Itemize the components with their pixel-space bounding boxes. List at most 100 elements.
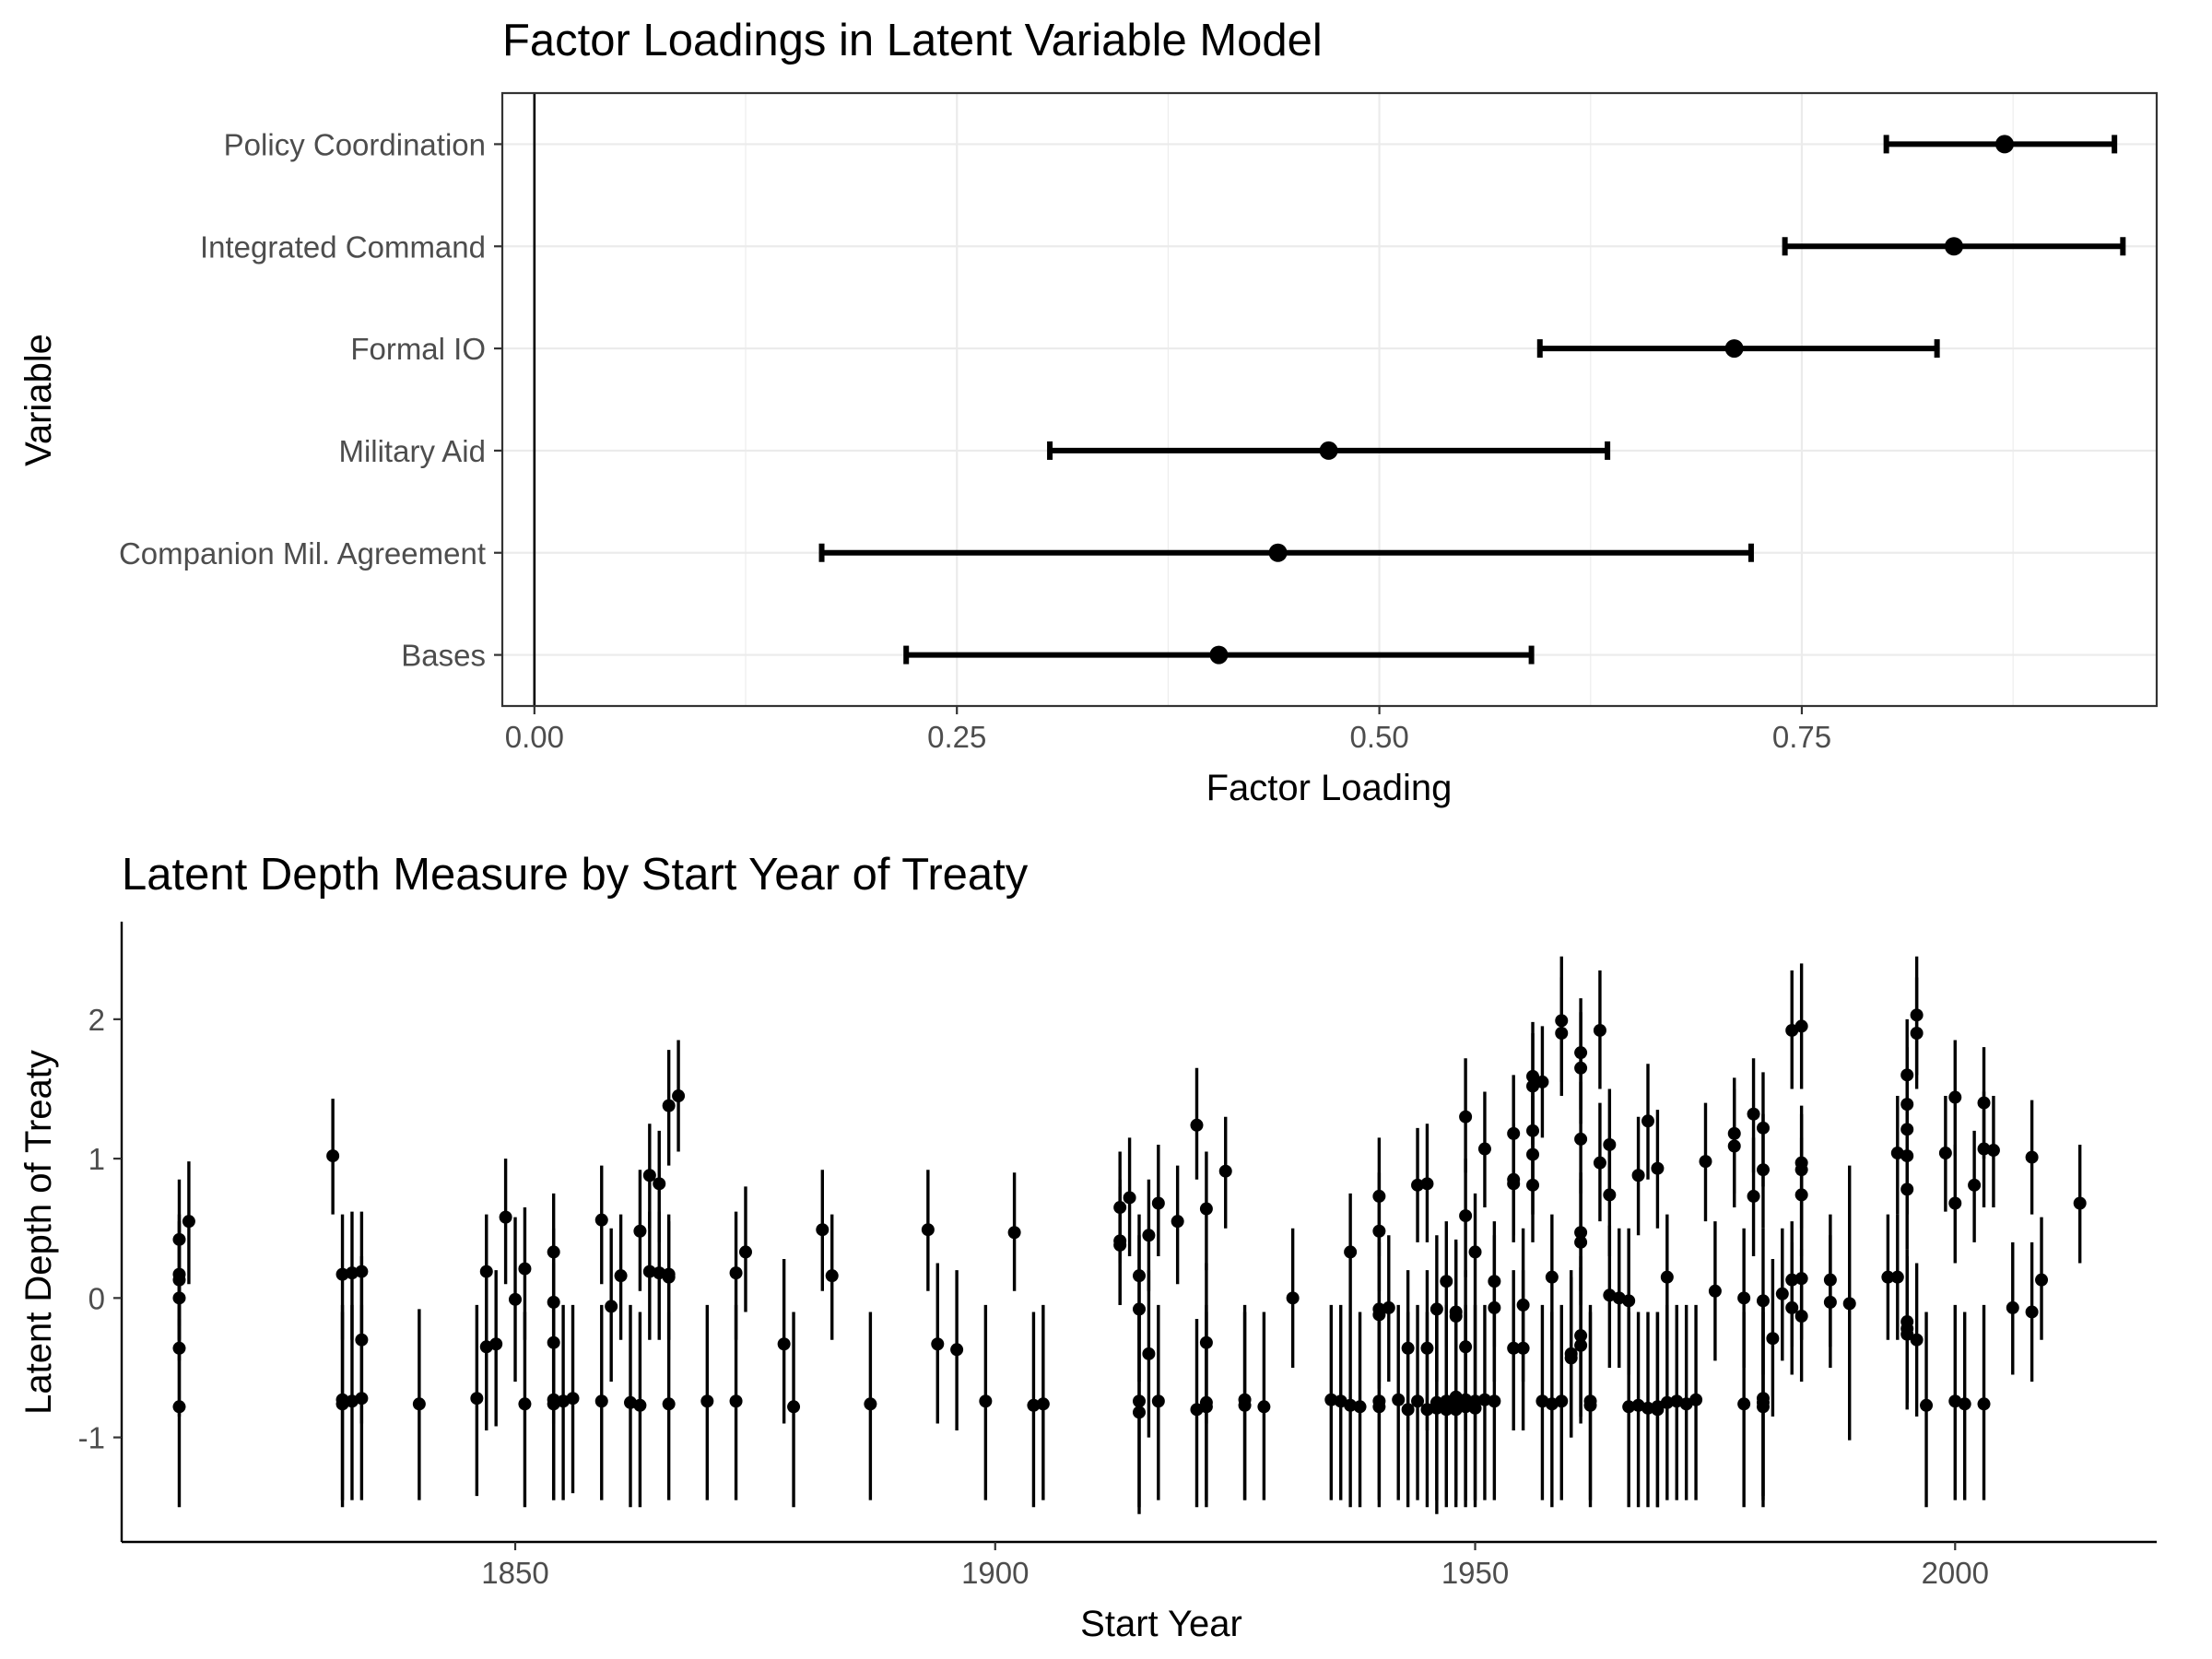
depth-point xyxy=(2025,1305,2039,1319)
depth-point xyxy=(1660,1395,1674,1409)
depth-point xyxy=(1948,1196,1962,1210)
loadings-panel: Factor Loadings in Latent Variable Model… xyxy=(18,16,2159,808)
depth-point xyxy=(1401,1403,1415,1417)
depth-point xyxy=(1564,1351,1578,1365)
depth-point xyxy=(1747,1189,1760,1203)
depth-point xyxy=(1353,1400,1367,1414)
depth-point xyxy=(1420,1403,1434,1417)
x-tick-label: 1900 xyxy=(961,1556,1029,1590)
depth-point xyxy=(633,1224,647,1238)
loading-estimate-point xyxy=(1209,645,1229,665)
depth-point xyxy=(1794,1188,1808,1202)
depth-point xyxy=(1910,1333,1924,1347)
depth-point xyxy=(1593,1156,1606,1170)
depth-point xyxy=(326,1149,340,1163)
depth-point xyxy=(653,1177,666,1191)
depth-point xyxy=(1430,1401,1443,1415)
depth-point xyxy=(662,1397,676,1411)
depth-point xyxy=(1344,1398,1358,1412)
depth-point xyxy=(633,1398,647,1412)
depth-point xyxy=(1151,1196,1165,1210)
depth-point xyxy=(1382,1300,1395,1314)
depth-point xyxy=(1794,1309,1808,1323)
depth-point xyxy=(642,1169,656,1182)
depth-point xyxy=(1622,1400,1636,1414)
depth-point xyxy=(1007,1226,1021,1240)
depth-point xyxy=(1756,1163,1770,1177)
depth-point xyxy=(1641,1401,1654,1415)
depth-point xyxy=(1881,1270,1895,1284)
depth-point xyxy=(1488,1394,1501,1408)
depth-point xyxy=(1574,1235,1588,1249)
depth-point xyxy=(1459,1400,1473,1414)
depth-point xyxy=(1344,1245,1358,1259)
depth-point xyxy=(1477,1142,1491,1156)
depth-point xyxy=(1257,1400,1271,1414)
depth-point xyxy=(518,1397,532,1411)
depth-point xyxy=(662,1099,676,1112)
depth-point xyxy=(1036,1397,1050,1411)
depth-point xyxy=(594,1394,608,1408)
loading-estimate-point xyxy=(1994,135,2014,154)
depth-point xyxy=(1593,1023,1606,1037)
category-label: Companion Mil. Agreement xyxy=(119,536,486,571)
depth-point xyxy=(950,1343,964,1357)
depth-point xyxy=(662,1270,676,1284)
depth-point xyxy=(1977,1397,1991,1411)
depth-point xyxy=(1286,1291,1300,1305)
depth-title: Latent Depth Measure by Start Year of Tr… xyxy=(122,850,1029,900)
loadings-title: Factor Loadings in Latent Variable Model xyxy=(502,16,1323,65)
depth-point xyxy=(1977,1142,1991,1156)
x-tick-label: 1850 xyxy=(481,1556,548,1590)
depth-point xyxy=(499,1210,512,1224)
depth-point xyxy=(1507,1341,1521,1355)
depth-point xyxy=(1142,1229,1156,1242)
depth-point xyxy=(1526,1178,1540,1192)
category-label: Integrated Command xyxy=(200,229,486,264)
category-label: Policy Coordination xyxy=(224,127,486,161)
depth-point xyxy=(1823,1295,1837,1309)
depth-point xyxy=(1747,1107,1760,1121)
depth-point xyxy=(1142,1347,1156,1360)
depth-point xyxy=(1133,1406,1146,1419)
depth-point xyxy=(1920,1398,1934,1412)
loadings-y-axis: Policy Coordination Integrated Command For… xyxy=(119,127,502,673)
depth-point xyxy=(1785,1300,1799,1314)
loading-estimate-point xyxy=(1724,339,1744,359)
depth-point xyxy=(1631,1169,1645,1182)
depth-point xyxy=(1986,1144,2000,1158)
depth-point xyxy=(1440,1403,1453,1417)
depth-point xyxy=(1324,1393,1338,1406)
depth-point xyxy=(1708,1284,1722,1298)
depth-point xyxy=(1411,1394,1425,1408)
depth-point xyxy=(1689,1393,1703,1406)
depth-point xyxy=(1372,1400,1386,1414)
depth-point xyxy=(777,1337,791,1351)
depth-point xyxy=(509,1292,523,1306)
depth-point xyxy=(518,1262,532,1276)
depth-point xyxy=(1641,1114,1654,1128)
depth-point xyxy=(1737,1397,1751,1411)
loadings-marks xyxy=(818,135,2126,665)
loadings-x-axis-title: Factor Loading xyxy=(1206,768,1453,808)
depth-point xyxy=(1622,1294,1636,1308)
y-tick-label: 0 xyxy=(88,1281,105,1315)
depth-point xyxy=(1968,1178,1982,1192)
depth-point xyxy=(2025,1150,2039,1164)
depth-point xyxy=(1420,1177,1434,1191)
depth-point xyxy=(700,1394,714,1408)
y-tick-label: 2 xyxy=(88,1003,105,1037)
depth-point xyxy=(605,1300,618,1313)
depth-point xyxy=(489,1337,503,1351)
depth-point xyxy=(738,1245,752,1259)
depth-point xyxy=(1910,1026,1924,1040)
depth-point xyxy=(1890,1270,1904,1284)
depth-point xyxy=(825,1269,839,1283)
depth-point xyxy=(979,1394,993,1408)
depth-point xyxy=(1603,1188,1617,1202)
depth-point xyxy=(1948,1090,1962,1104)
depth-point xyxy=(1372,1224,1386,1238)
depth-point xyxy=(1190,1118,1204,1132)
depth-point xyxy=(1199,1202,1213,1216)
